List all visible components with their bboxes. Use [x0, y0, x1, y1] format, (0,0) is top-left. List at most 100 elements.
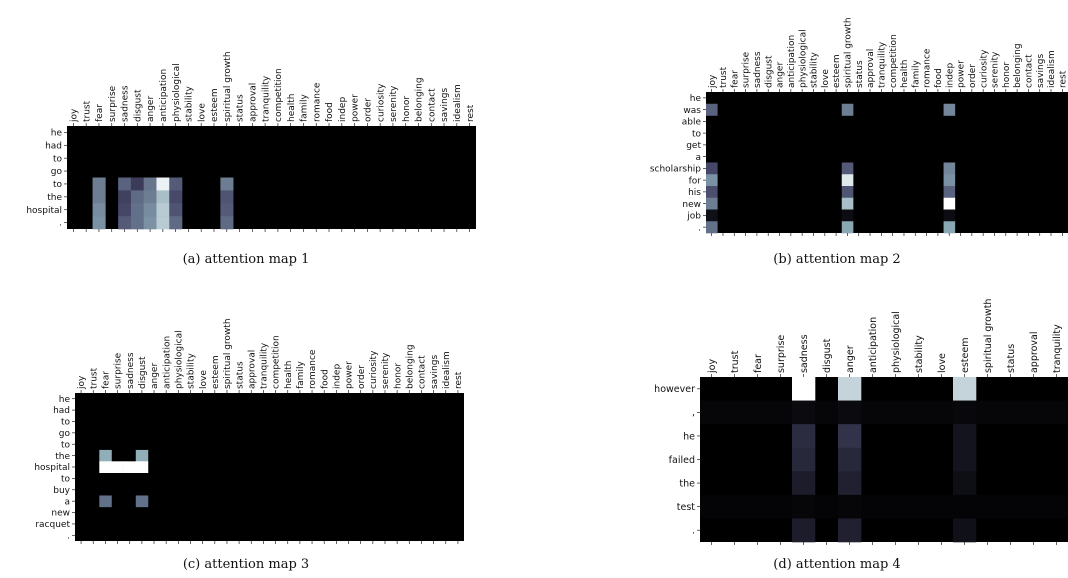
x-tick-label: curiosity — [369, 350, 379, 389]
heatmap-cell — [92, 177, 106, 191]
x-tick-label: status — [235, 361, 245, 389]
y-tick-label: new — [51, 509, 70, 519]
heatmap-cell — [92, 203, 106, 217]
x-tick-label: tranquility — [877, 41, 887, 88]
heatmap-cell — [706, 186, 718, 199]
x-tick-label: approval — [248, 83, 258, 122]
heatmap-cell — [723, 494, 747, 519]
x-tick-label: rest — [454, 371, 464, 389]
x-tick-label: fear — [730, 70, 740, 88]
heatmap-cell — [838, 518, 862, 543]
y-tick-label: , — [692, 408, 695, 419]
x-tick-label: spiritual growth — [223, 318, 233, 389]
heatmap-cell — [838, 447, 862, 472]
heatmap-cell — [792, 471, 816, 496]
heatmap-cell — [815, 494, 839, 519]
x-tick-label: anticipation — [162, 336, 172, 389]
x-tick-label: serenity — [389, 85, 399, 122]
heatmap-cell — [156, 216, 170, 230]
heatmap-cell — [143, 216, 157, 230]
x-tick-label: surprise — [776, 335, 787, 373]
x-tick-label: belonging — [1013, 43, 1023, 88]
x-tick-label: spiritual growth — [223, 51, 233, 122]
heatmap-cell — [792, 400, 816, 425]
x-tick-label: physiological — [891, 311, 902, 373]
heatmap-cell — [220, 216, 234, 230]
x-tick-label: indep — [945, 63, 955, 88]
heatmap-cell — [943, 174, 956, 187]
x-tick-label: spiritual growth — [844, 17, 854, 88]
x-tick-label: indep — [333, 364, 343, 389]
heatmap-cell — [220, 190, 234, 204]
x-tick-label: love — [197, 103, 207, 122]
heatmap-cell — [220, 177, 234, 191]
y-tick-label: he — [690, 94, 702, 104]
heatmap-cell — [838, 400, 862, 425]
y-tick-label: the — [679, 478, 695, 489]
x-tick-label: physiological — [172, 63, 182, 122]
heatmap-cell — [815, 400, 839, 425]
x-tick-label: power — [345, 361, 355, 389]
x-tick-label: surprise — [108, 85, 118, 122]
heatmap-cell — [156, 177, 170, 191]
panel-caption: (a) attention map 1 — [183, 252, 310, 267]
x-tick-label: anticipation — [787, 35, 797, 88]
x-tick-label: idealism — [442, 351, 452, 389]
y-tick-label: hospital — [26, 206, 62, 216]
x-tick-label: health — [287, 94, 297, 123]
heatmap-cell — [92, 190, 106, 204]
panel-caption: (c) attention map 3 — [183, 557, 309, 572]
heatmap-cell — [976, 494, 1000, 519]
y-tick-label: had — [45, 141, 62, 151]
x-tick-label: stability — [914, 335, 925, 373]
y-tick-label: hospital — [34, 463, 70, 473]
x-tick-label: family — [911, 60, 921, 88]
y-tick-label: to — [53, 180, 63, 190]
x-tick-label: tranquility — [261, 75, 271, 122]
x-tick-label: disgust — [133, 89, 143, 122]
y-tick-label: job — [686, 212, 701, 222]
x-tick-label: contact — [427, 88, 437, 122]
heatmap-cell — [792, 447, 816, 472]
heatmap-cell — [130, 177, 144, 191]
heatmap-cell — [943, 197, 956, 210]
x-tick-label: savings — [430, 355, 440, 389]
y-tick-label: go — [51, 167, 63, 177]
heatmap-cell — [92, 216, 106, 230]
heatmap-cell — [769, 400, 793, 425]
x-tick-label: fear — [753, 354, 764, 373]
heatmap-cell — [169, 177, 183, 191]
heatmap-cell — [838, 424, 862, 449]
heatmap-cell — [130, 190, 144, 204]
heatmap-cell — [841, 103, 854, 116]
x-tick-label: physiological — [798, 29, 808, 88]
x-tick-label: sadness — [121, 85, 131, 122]
y-tick-label: . — [59, 219, 62, 229]
x-tick-label: serenity — [381, 352, 391, 389]
y-tick-label: a — [695, 153, 701, 163]
heatmap-cell — [700, 494, 724, 519]
x-tick-label: competition — [889, 34, 899, 88]
x-tick-label: sadness — [799, 334, 810, 373]
y-tick-label: the — [55, 452, 70, 462]
y-tick-label: to — [61, 418, 71, 428]
x-tick-label: disgust — [822, 338, 833, 373]
heatmap-cell — [943, 209, 956, 222]
heatmap-cell — [907, 494, 931, 519]
heatmap-cell — [841, 186, 854, 199]
x-tick-label: surprise — [114, 352, 124, 389]
y-tick-label: to — [61, 440, 71, 450]
heatmap-cell — [130, 203, 144, 217]
heatmap-cell — [706, 221, 718, 234]
x-tick-label: love — [937, 353, 948, 373]
x-tick-label: idealism — [453, 84, 463, 122]
y-tick-label: his — [688, 188, 701, 198]
heatmap-cell — [841, 221, 854, 234]
heatmap-cell — [143, 190, 157, 204]
heatmap-cell — [156, 190, 170, 204]
x-tick-label: order — [968, 64, 978, 88]
heatmap-cell — [169, 203, 183, 217]
x-tick-label: disgust — [138, 356, 148, 389]
y-tick-label: . — [67, 531, 70, 541]
heatmap-cell — [169, 216, 183, 230]
